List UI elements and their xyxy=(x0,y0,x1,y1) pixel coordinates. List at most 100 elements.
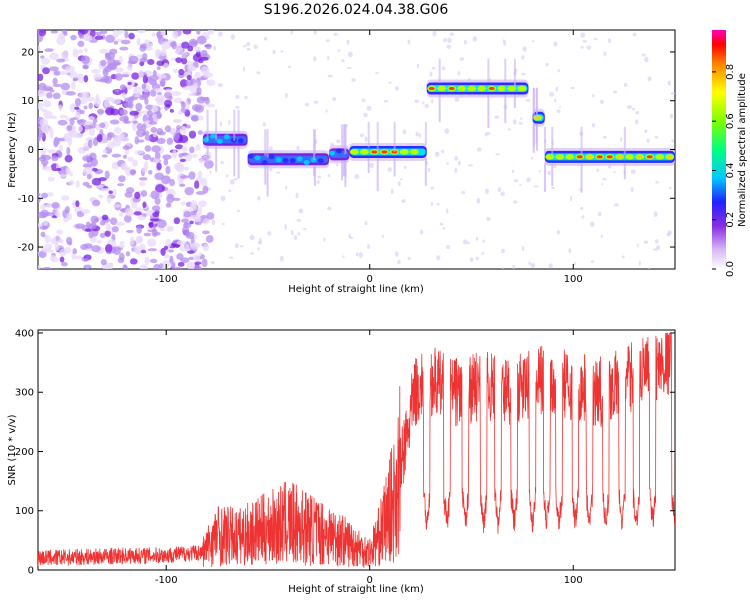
spectrogram-xlabel: Height of straight line (km) xyxy=(288,284,424,295)
noise-blob xyxy=(351,78,356,82)
signal-peak xyxy=(565,154,575,160)
colorbar-label: Normalized spectral amplitude xyxy=(737,73,748,227)
noise-blob xyxy=(441,149,445,154)
noise-blob xyxy=(69,70,77,80)
noise-blob xyxy=(140,190,148,197)
noise-blob xyxy=(99,48,108,54)
noise-blob xyxy=(184,166,190,171)
noise-blob xyxy=(86,156,91,162)
noise-blob xyxy=(144,134,152,141)
noise-blob xyxy=(174,144,184,150)
chart-title: S196.2026.024.04.38.G06 xyxy=(264,2,449,18)
noise-blob xyxy=(512,264,516,269)
noise-blob xyxy=(144,256,150,266)
noise-blob xyxy=(101,214,109,221)
noise-blob xyxy=(290,30,293,35)
noise-blob xyxy=(347,51,353,58)
noise-blob xyxy=(194,221,202,226)
noise-blob xyxy=(430,201,434,206)
signal-peak-core xyxy=(636,155,643,159)
noise-blob xyxy=(171,261,176,269)
signal-streak xyxy=(623,162,626,180)
signal-streak xyxy=(532,87,535,118)
noise-blob xyxy=(104,52,111,57)
noise-blob xyxy=(104,230,111,237)
noise-blob xyxy=(444,128,450,134)
noise-blob xyxy=(235,242,239,249)
signal-streak xyxy=(376,157,379,192)
noise-blob xyxy=(363,112,368,118)
noise-blob xyxy=(613,170,616,174)
noise-blob xyxy=(641,53,646,57)
noise-blob xyxy=(121,74,130,78)
noise-blob xyxy=(355,252,359,257)
noise-blob xyxy=(100,59,107,67)
noise-blob xyxy=(287,65,292,69)
noise-blob xyxy=(139,57,148,63)
noise-blob xyxy=(388,81,392,84)
noise-blob xyxy=(100,259,107,266)
noise-blob xyxy=(41,192,48,199)
noise-blob xyxy=(142,130,150,136)
noise-blob xyxy=(196,30,201,35)
colorbar-tick-label: 0.8 xyxy=(725,64,736,80)
noise-blob xyxy=(52,92,61,100)
noise-blob xyxy=(330,142,334,147)
spectrogram-ytick-label: 0 xyxy=(28,145,34,156)
noise-blob xyxy=(131,72,140,80)
noise-blob xyxy=(79,109,85,115)
noise-blob xyxy=(184,186,195,196)
signal-peak xyxy=(507,85,517,92)
snr-panel: -100 0 100 0 100 200 300 400 Height of straight… xyxy=(7,328,676,595)
noise-blob xyxy=(180,175,190,179)
signal-blob xyxy=(296,156,303,162)
signal-streak xyxy=(206,109,209,141)
noise-blob xyxy=(56,229,64,235)
noise-blob xyxy=(354,174,360,180)
noise-blob xyxy=(196,77,205,81)
noise-blob xyxy=(82,166,93,176)
noise-blob xyxy=(402,129,407,135)
noise-blob xyxy=(148,221,154,229)
noise-blob xyxy=(168,249,174,253)
noise-blob xyxy=(407,39,411,45)
noise-blob xyxy=(333,32,338,36)
noise-blob xyxy=(198,158,205,164)
noise-blob xyxy=(96,134,103,143)
noise-blob xyxy=(109,119,120,125)
noise-blob xyxy=(349,236,354,239)
noise-blob xyxy=(141,83,147,90)
noise-blob xyxy=(88,116,95,121)
noise-blob xyxy=(99,220,106,226)
noise-blob xyxy=(313,30,318,35)
signal-blob xyxy=(303,160,310,166)
noise-blob xyxy=(501,267,504,269)
noise-blob xyxy=(69,103,77,113)
noise-blob xyxy=(127,64,133,71)
noise-blob xyxy=(430,186,434,190)
noise-blob xyxy=(127,156,134,162)
noise-blob xyxy=(83,124,93,130)
noise-blob xyxy=(441,66,446,71)
signal-streak xyxy=(580,162,583,193)
noise-blob xyxy=(55,167,62,172)
noise-blob xyxy=(671,139,675,143)
signal-blob xyxy=(289,158,296,164)
noise-blob xyxy=(140,249,147,254)
noise-blob xyxy=(593,38,598,41)
noise-blob xyxy=(194,104,204,113)
noise-blob xyxy=(521,246,525,252)
noise-blob xyxy=(129,236,135,246)
noise-blob xyxy=(257,196,261,201)
signal-blob xyxy=(254,155,261,161)
noise-blob xyxy=(137,30,146,34)
noise-blob xyxy=(40,231,46,238)
noise-blob xyxy=(43,110,53,120)
snr-ytick-label: 400 xyxy=(15,328,34,339)
noise-blob xyxy=(148,121,158,125)
noise-blob xyxy=(580,206,584,211)
signal-streak xyxy=(341,124,344,148)
noise-blob xyxy=(102,149,108,153)
noise-blob xyxy=(236,209,240,213)
noise-blob xyxy=(75,223,85,229)
